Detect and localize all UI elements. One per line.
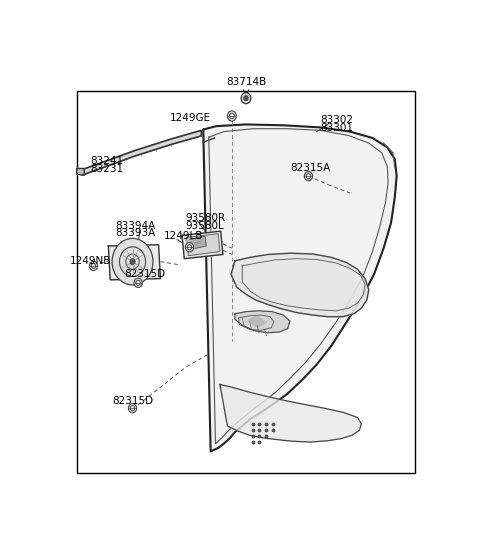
Circle shape: [130, 258, 135, 265]
Text: 82315D: 82315D: [124, 268, 166, 278]
Circle shape: [134, 278, 142, 288]
Polygon shape: [82, 130, 202, 175]
Text: 83394A: 83394A: [115, 221, 156, 230]
Polygon shape: [248, 316, 266, 328]
Polygon shape: [203, 124, 396, 452]
Polygon shape: [108, 245, 160, 280]
Text: 1249NB: 1249NB: [70, 256, 111, 266]
Text: 1249LB: 1249LB: [164, 231, 204, 241]
Circle shape: [112, 238, 153, 285]
Text: 82315A: 82315A: [290, 163, 331, 173]
Circle shape: [241, 93, 251, 104]
Polygon shape: [235, 311, 290, 333]
Polygon shape: [182, 231, 223, 258]
Circle shape: [228, 111, 236, 121]
Text: 83241: 83241: [91, 156, 124, 166]
Text: 83393A: 83393A: [115, 228, 156, 238]
Text: 83301: 83301: [321, 123, 353, 133]
Circle shape: [304, 172, 312, 181]
Text: 83302: 83302: [321, 115, 353, 125]
Circle shape: [185, 243, 193, 252]
Polygon shape: [186, 234, 220, 256]
Polygon shape: [220, 384, 361, 442]
Text: 83231: 83231: [91, 164, 124, 174]
Text: 1249GE: 1249GE: [170, 113, 211, 123]
Circle shape: [89, 261, 97, 271]
Text: 93580L: 93580L: [186, 221, 225, 231]
Text: 93580R: 93580R: [186, 213, 226, 223]
Polygon shape: [77, 168, 84, 175]
Circle shape: [244, 96, 248, 101]
Text: 82315D: 82315D: [112, 395, 153, 405]
Polygon shape: [231, 253, 369, 317]
Circle shape: [129, 404, 137, 413]
Polygon shape: [190, 236, 206, 249]
Text: 83714B: 83714B: [226, 77, 266, 87]
